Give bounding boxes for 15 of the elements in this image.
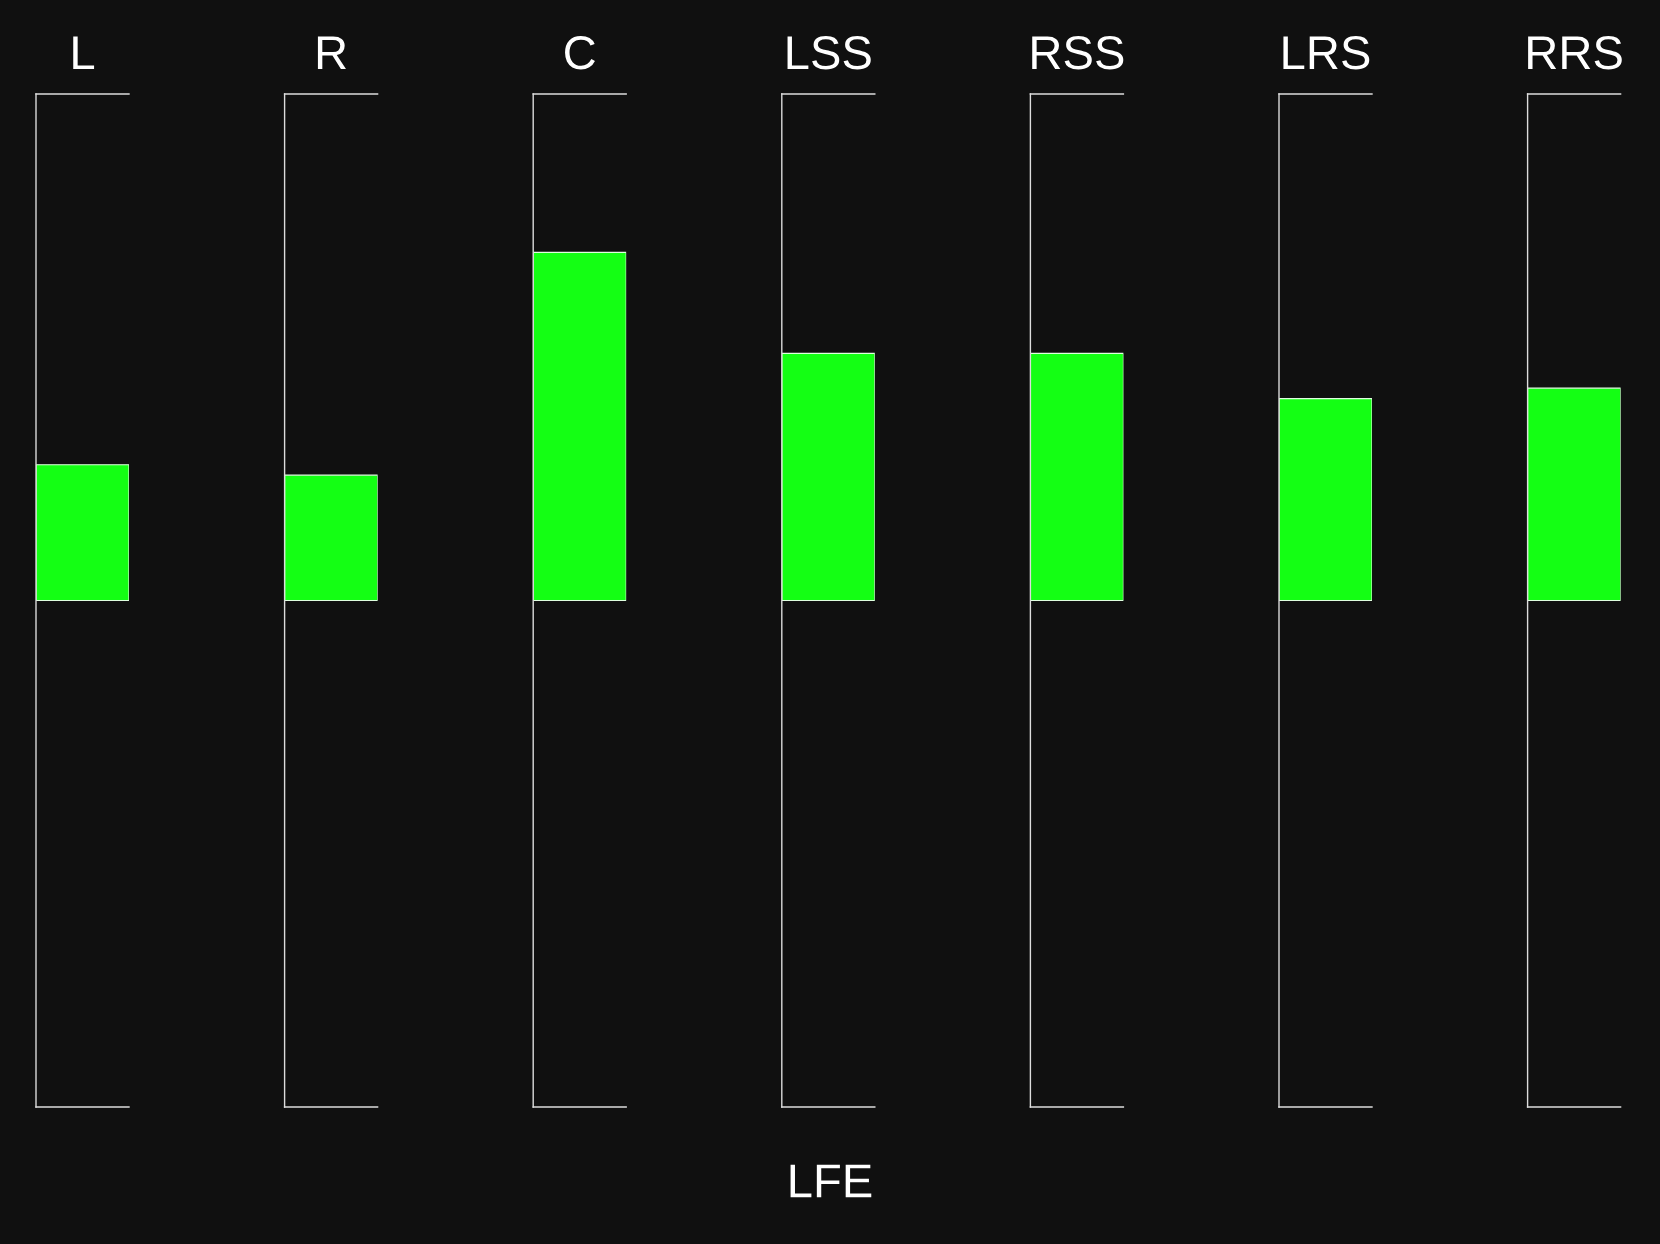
x-tick-label: LRS [1283, 36, 1370, 70]
x-tick-label: C [565, 36, 595, 70]
x-tick-label: RSS [1032, 36, 1124, 70]
bar [36, 464, 129, 602]
bar [1279, 398, 1372, 602]
bar [533, 251, 627, 602]
text: LFE [790, 1164, 872, 1198]
bar [781, 352, 875, 602]
x-tick-label: R [317, 36, 346, 69]
x-tick-label: L [73, 36, 95, 69]
bar [1030, 352, 1124, 602]
x-tick-label: LSS [787, 36, 871, 70]
x-tick-label: RRS [1528, 36, 1622, 70]
bar [1527, 387, 1621, 602]
bar [284, 474, 378, 602]
